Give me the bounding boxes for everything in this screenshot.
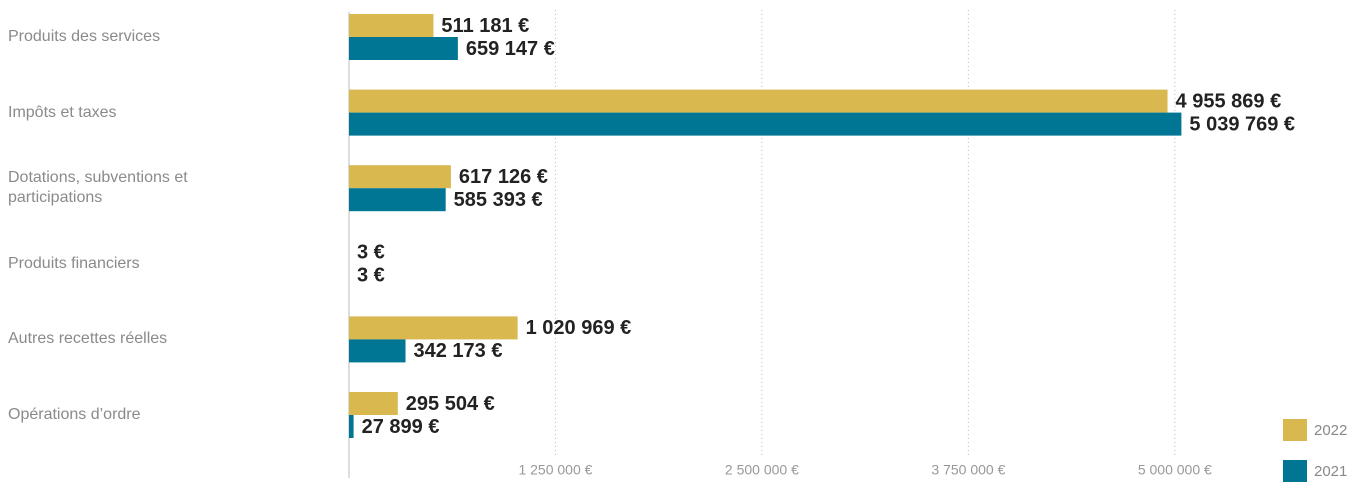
bar [349, 339, 406, 363]
value-label: 342 173 € [414, 340, 503, 362]
legend-label: 2022 [1314, 422, 1347, 439]
value-label: 5 039 769 € [1189, 113, 1295, 135]
x-tick-label: 2 500 000 € [725, 462, 799, 478]
legend-label: 2021 [1314, 463, 1347, 480]
value-label: 295 504 € [406, 393, 495, 415]
category-label: Autres recettes réelles [8, 330, 168, 348]
value-label: 511 181 € [441, 15, 529, 37]
value-label: 3 € [357, 242, 385, 264]
legend-swatch [1283, 419, 1307, 441]
bar [349, 14, 434, 37]
value-label: 659 147 € [466, 38, 555, 60]
bar [349, 112, 1182, 136]
bar [349, 37, 458, 60]
bar [349, 392, 398, 415]
value-label: 617 126 € [459, 166, 548, 188]
category-label: Opérations d’ordre [8, 406, 141, 423]
value-label: 3 € [357, 265, 385, 287]
value-label: 4 955 869 € [1176, 90, 1282, 112]
bar [349, 188, 446, 212]
bar [349, 165, 451, 189]
bar [349, 316, 518, 340]
value-label: 27 899 € [362, 416, 440, 438]
category-label: Produits des services [8, 28, 161, 45]
value-label: 1 020 969 € [526, 317, 632, 339]
value-label: 585 393 € [454, 189, 543, 211]
category-label: Impôts et taxes [8, 103, 117, 121]
bar [349, 89, 1168, 113]
x-tick-label: 5 000 000 € [1138, 462, 1212, 478]
category-label: Produits financiers [8, 254, 140, 272]
category-label: Dotations, subventions et participations [8, 169, 188, 207]
x-tick-label: 3 750 000 € [931, 462, 1005, 478]
x-tick-label: 1 250 000 € [518, 462, 592, 478]
bar [349, 415, 354, 438]
legend-swatch [1283, 460, 1307, 482]
